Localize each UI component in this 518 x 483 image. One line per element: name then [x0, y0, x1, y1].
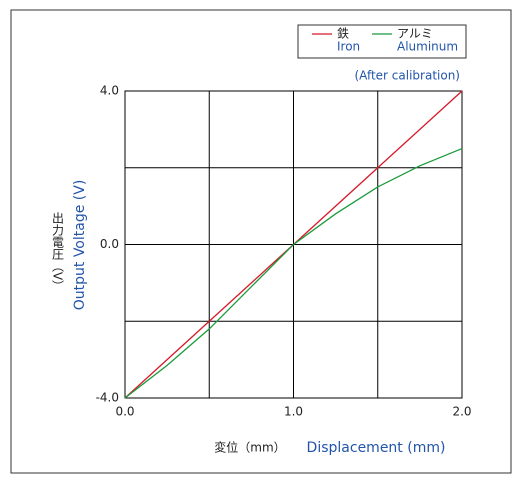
legend-box — [297, 24, 467, 59]
x-tick-label: 2.0 — [452, 405, 471, 419]
y-tick-label: -4.0 — [96, 391, 119, 405]
legend-label-en: Aluminum — [397, 40, 458, 54]
y-label-ja: 出力電圧（V） — [51, 211, 65, 292]
series-line — [124, 147, 463, 399]
frame — [10, 9, 512, 474]
legend-label: 鉄 — [337, 26, 349, 41]
x-tick-label: 0.0 — [115, 405, 134, 419]
x-label-ja: 変位（mm） — [214, 440, 285, 455]
y-label: Output Voltage (V) — [72, 180, 88, 311]
legend-label: アルミ — [397, 27, 433, 41]
y-tick-label: 4.0 — [100, 84, 119, 98]
x-tick-label: 1.0 — [284, 405, 303, 419]
x-label: Displacement (mm) — [307, 440, 446, 456]
y-tick-label: 0.0 — [100, 237, 119, 251]
annotation: (After calibration) — [354, 69, 460, 83]
legend-label-en: Iron — [337, 40, 360, 54]
